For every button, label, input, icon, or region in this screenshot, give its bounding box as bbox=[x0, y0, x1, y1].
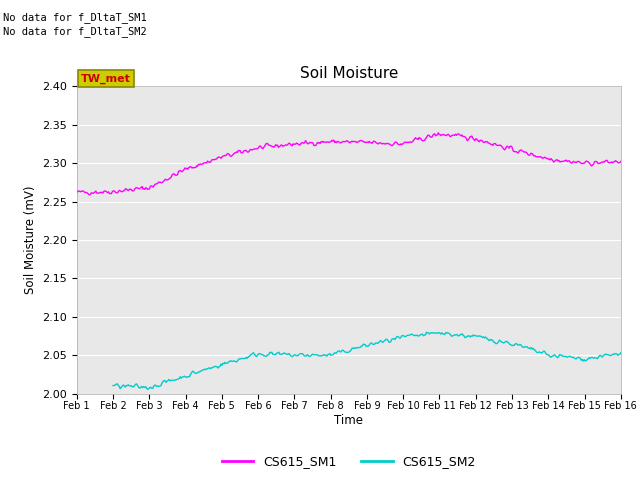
X-axis label: Time: Time bbox=[334, 414, 364, 427]
Legend: CS615_SM1, CS615_SM2: CS615_SM1, CS615_SM2 bbox=[217, 450, 481, 473]
Text: TW_met: TW_met bbox=[81, 73, 131, 84]
Text: No data for f_DltaT_SM1: No data for f_DltaT_SM1 bbox=[3, 12, 147, 23]
Text: No data for f_DltaT_SM2: No data for f_DltaT_SM2 bbox=[3, 26, 147, 37]
Y-axis label: Soil Moisture (mV): Soil Moisture (mV) bbox=[24, 186, 36, 294]
Title: Soil Moisture: Soil Moisture bbox=[300, 66, 398, 81]
